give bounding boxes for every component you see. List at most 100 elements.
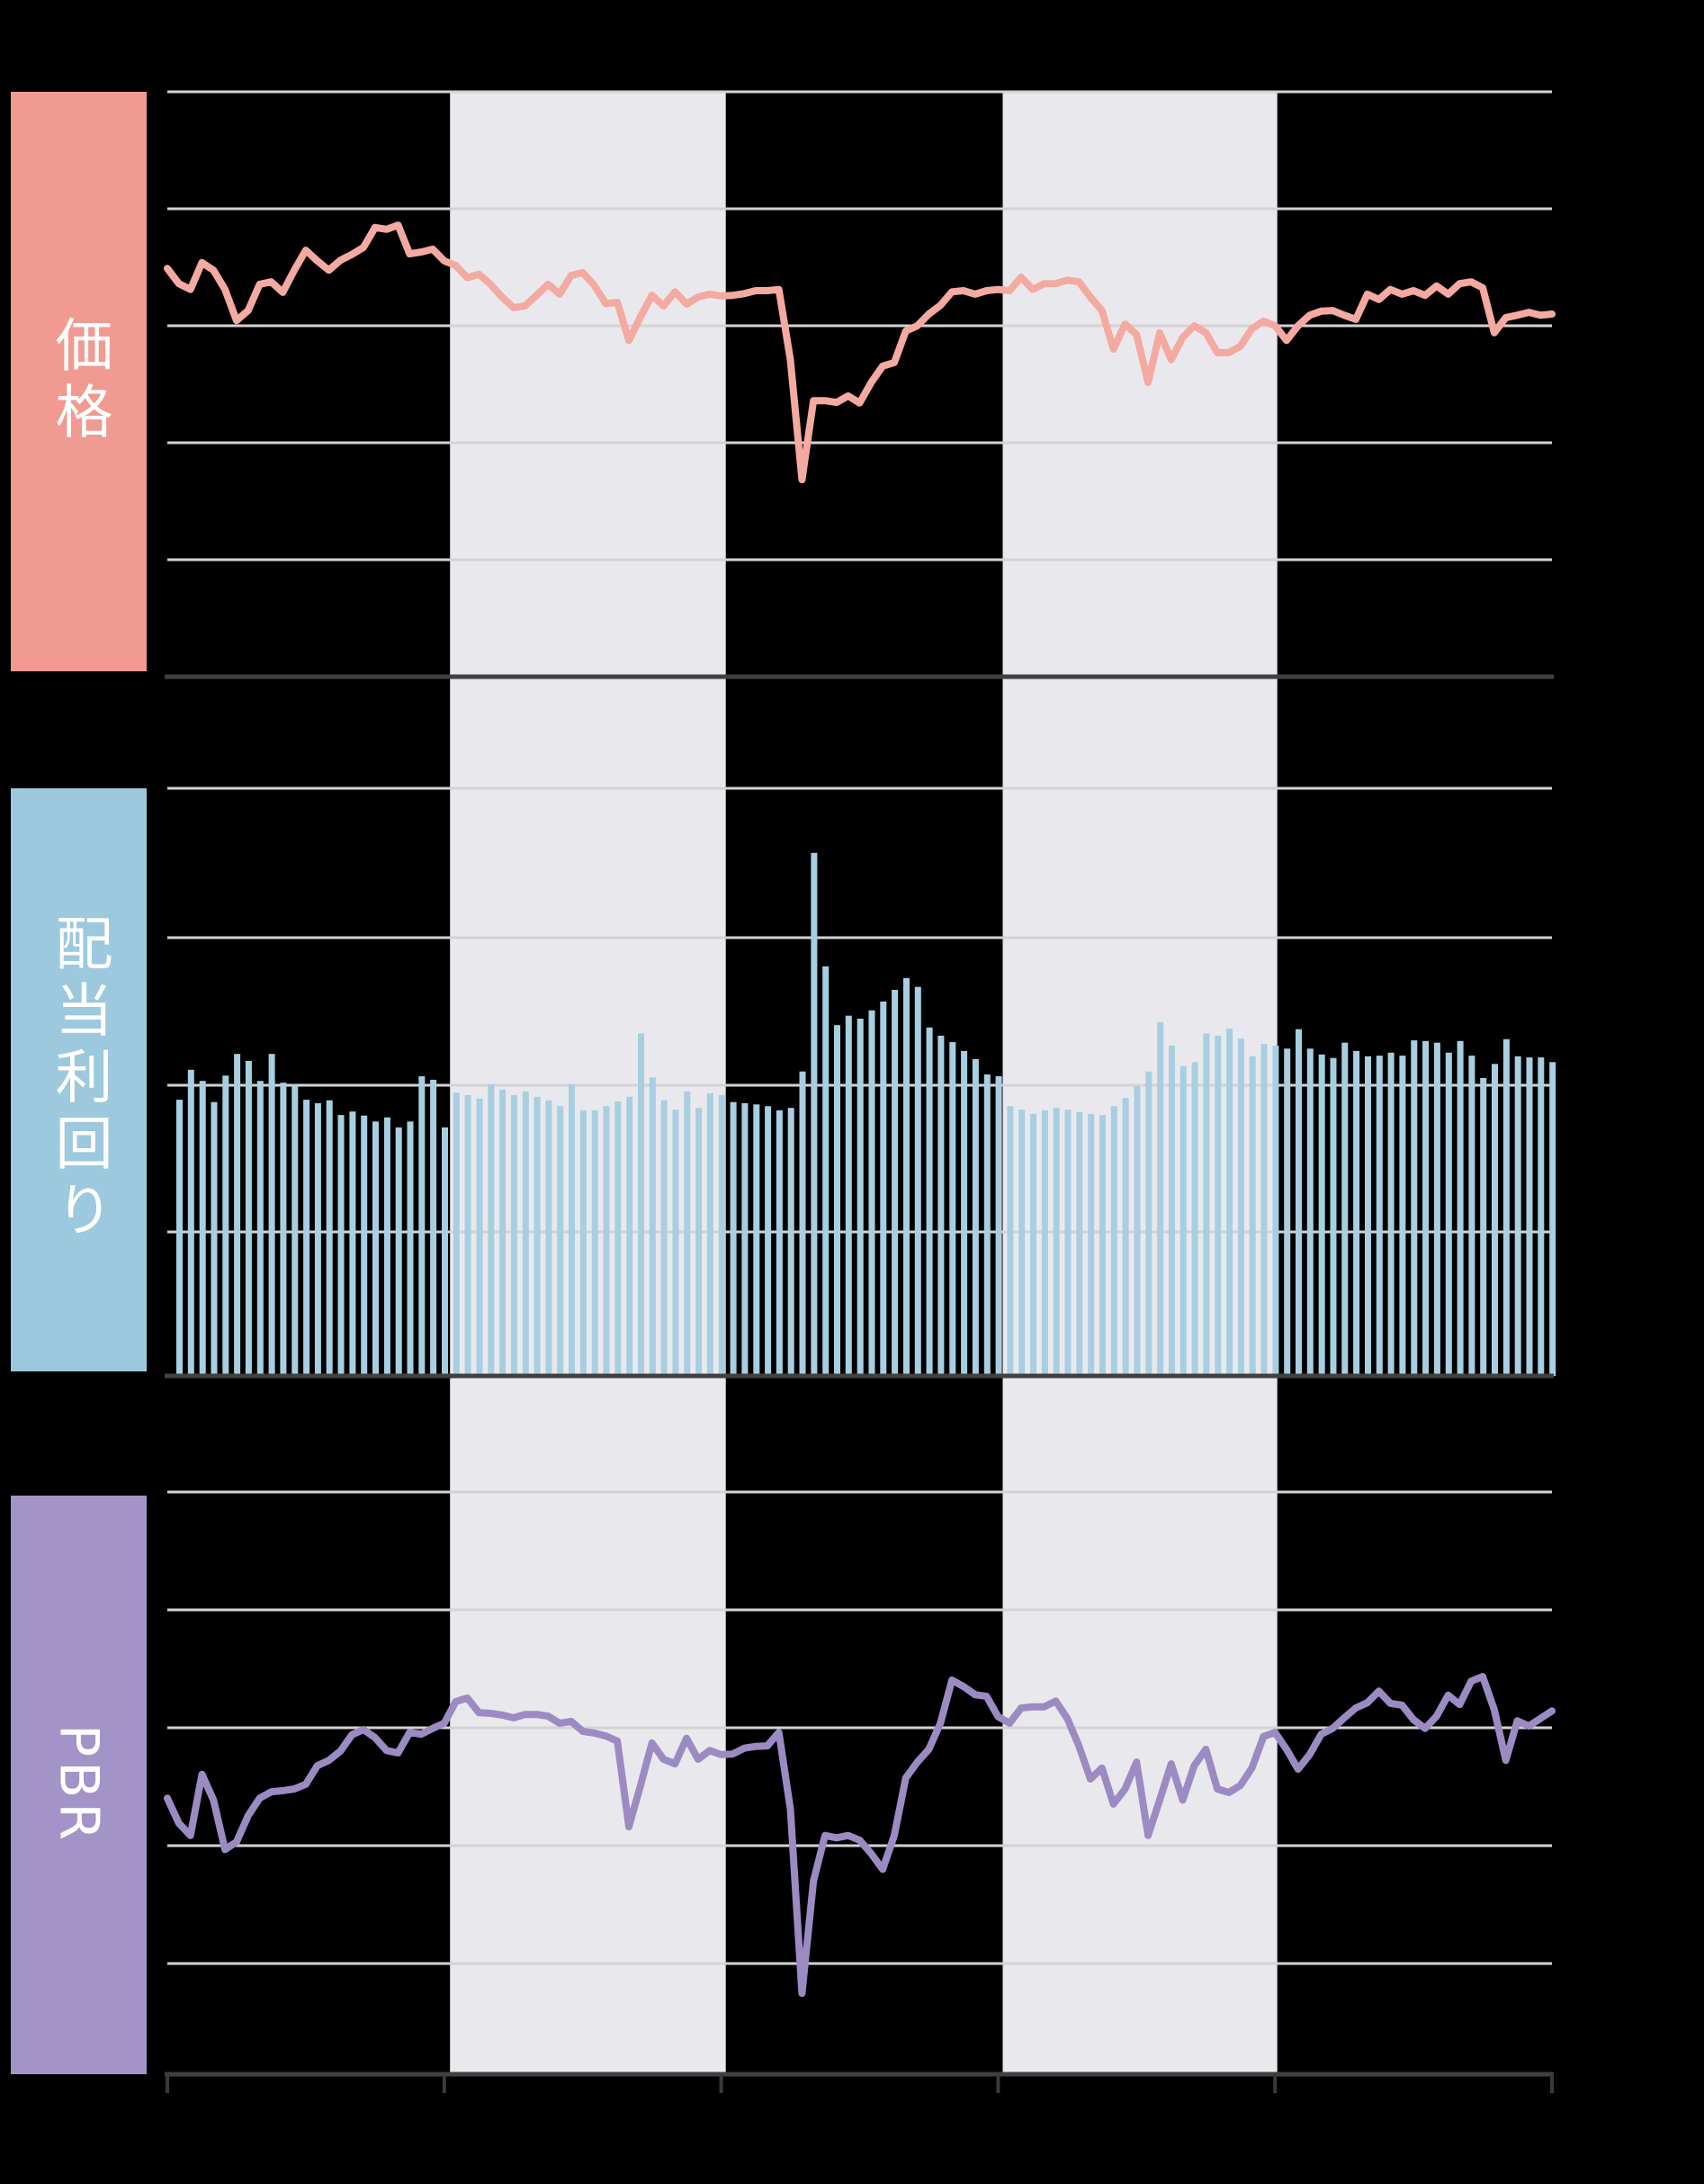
yield-bar <box>730 1101 737 1376</box>
yield-bar <box>1433 1042 1440 1376</box>
yield-bar <box>187 1069 194 1376</box>
yield-bar <box>280 1083 287 1376</box>
yield-bar <box>1122 1098 1129 1376</box>
yield-bar <box>579 1110 587 1376</box>
yield-bar <box>211 1101 218 1376</box>
yield-bar <box>510 1094 517 1376</box>
yield-bar <box>1110 1106 1117 1376</box>
yield-bar <box>799 1071 806 1376</box>
yield-bar <box>1306 1048 1314 1376</box>
yield-bar <box>591 1110 598 1376</box>
yield-bar <box>349 1111 356 1377</box>
yield-bar <box>741 1103 749 1376</box>
yield-bar <box>638 1033 644 1376</box>
yield-bar <box>1260 1044 1268 1376</box>
yield-bar <box>1514 1056 1521 1376</box>
yield-bar <box>545 1100 552 1376</box>
yield-bar <box>961 1050 968 1376</box>
yield-bar <box>868 1010 875 1376</box>
yield-bar <box>856 1019 864 1376</box>
yield-bar <box>442 1127 448 1376</box>
yield-bar <box>1422 1040 1430 1376</box>
yield-bar <box>1468 1056 1475 1376</box>
pbr-line <box>164 1673 1556 1998</box>
yield-bar <box>453 1092 460 1376</box>
yield-bar <box>1387 1052 1395 1376</box>
yield-bar <box>372 1121 379 1376</box>
yield-bar <box>199 1081 206 1376</box>
yield-bar <box>903 977 910 1376</box>
yield-bar <box>1053 1108 1060 1376</box>
yield-bar <box>1341 1042 1349 1376</box>
yield-bar <box>1018 1110 1026 1376</box>
yield-bar <box>245 1061 252 1376</box>
yield-bar <box>776 1110 783 1376</box>
yield-bar <box>1330 1057 1337 1376</box>
yield-bar <box>1237 1038 1244 1376</box>
yield-bar <box>672 1110 679 1376</box>
yield-bar <box>603 1106 610 1376</box>
yield-bar <box>1088 1113 1095 1376</box>
yield-bar <box>753 1104 760 1376</box>
yield-bar <box>660 1100 668 1376</box>
pbr-axis-label-band: PBR <box>11 1496 147 2074</box>
yield-bar <box>488 1084 495 1376</box>
yield-bar <box>1365 1056 1371 1376</box>
yield-bar <box>430 1079 437 1376</box>
yield-bar <box>383 1117 390 1376</box>
yield-bar <box>1353 1050 1360 1376</box>
yield-bar <box>972 1059 979 1376</box>
yield-bar <box>1215 1035 1222 1376</box>
yield-bar <box>626 1096 633 1376</box>
yield-bar <box>1099 1115 1106 1376</box>
yield-bar <box>407 1121 414 1376</box>
yield-bar <box>337 1115 345 1376</box>
yield-bar <box>1376 1056 1383 1376</box>
price-line <box>164 221 1556 483</box>
yield-bar <box>926 1027 933 1376</box>
yield-bar <box>706 1092 713 1376</box>
yield-bar <box>1226 1029 1233 1376</box>
yield-bar <box>983 1074 991 1376</box>
yield-bar <box>695 1108 703 1376</box>
yield-bar <box>326 1100 333 1376</box>
yield-bar <box>892 990 899 1376</box>
highlight-period-shade <box>450 92 726 2074</box>
yield-bar <box>1076 1111 1083 1376</box>
yield-bar <box>291 1084 299 1376</box>
yield-bar <box>1145 1071 1152 1376</box>
yield-bar <box>1041 1110 1048 1376</box>
yield-bar <box>1179 1065 1187 1376</box>
dividend-yield-axis-label: 配当利回り <box>45 913 112 1246</box>
yield-bar <box>1272 1046 1279 1376</box>
yield-bar <box>395 1127 402 1376</box>
yield-bar <box>268 1054 275 1376</box>
yield-bar <box>1203 1033 1210 1376</box>
yield-bar <box>361 1115 368 1376</box>
yield-bar <box>811 852 818 1376</box>
yield-bar <box>718 1094 725 1376</box>
yield-bar <box>557 1106 564 1376</box>
yield-bar <box>234 1054 241 1376</box>
yield-bar <box>614 1101 622 1376</box>
yield-bar <box>534 1096 541 1376</box>
yield-bar <box>1399 1056 1406 1376</box>
price-axis-label: 価格 <box>45 315 112 448</box>
yield-bar <box>1502 1038 1510 1376</box>
yield-bar <box>834 1025 840 1376</box>
yield-bar <box>1169 1046 1175 1376</box>
yield-bar <box>499 1090 507 1376</box>
yield-bar <box>476 1098 483 1376</box>
yield-bar <box>418 1076 426 1376</box>
yield-bar <box>256 1081 264 1376</box>
yield-bar <box>649 1077 656 1376</box>
yield-bar <box>1538 1057 1545 1376</box>
yield-bar <box>464 1094 471 1376</box>
yield-bar <box>787 1108 794 1376</box>
yield-bar <box>1296 1029 1302 1376</box>
yield-bar <box>522 1091 529 1376</box>
yield-bar <box>1492 1064 1498 1376</box>
yield-bar <box>1549 1062 1556 1376</box>
